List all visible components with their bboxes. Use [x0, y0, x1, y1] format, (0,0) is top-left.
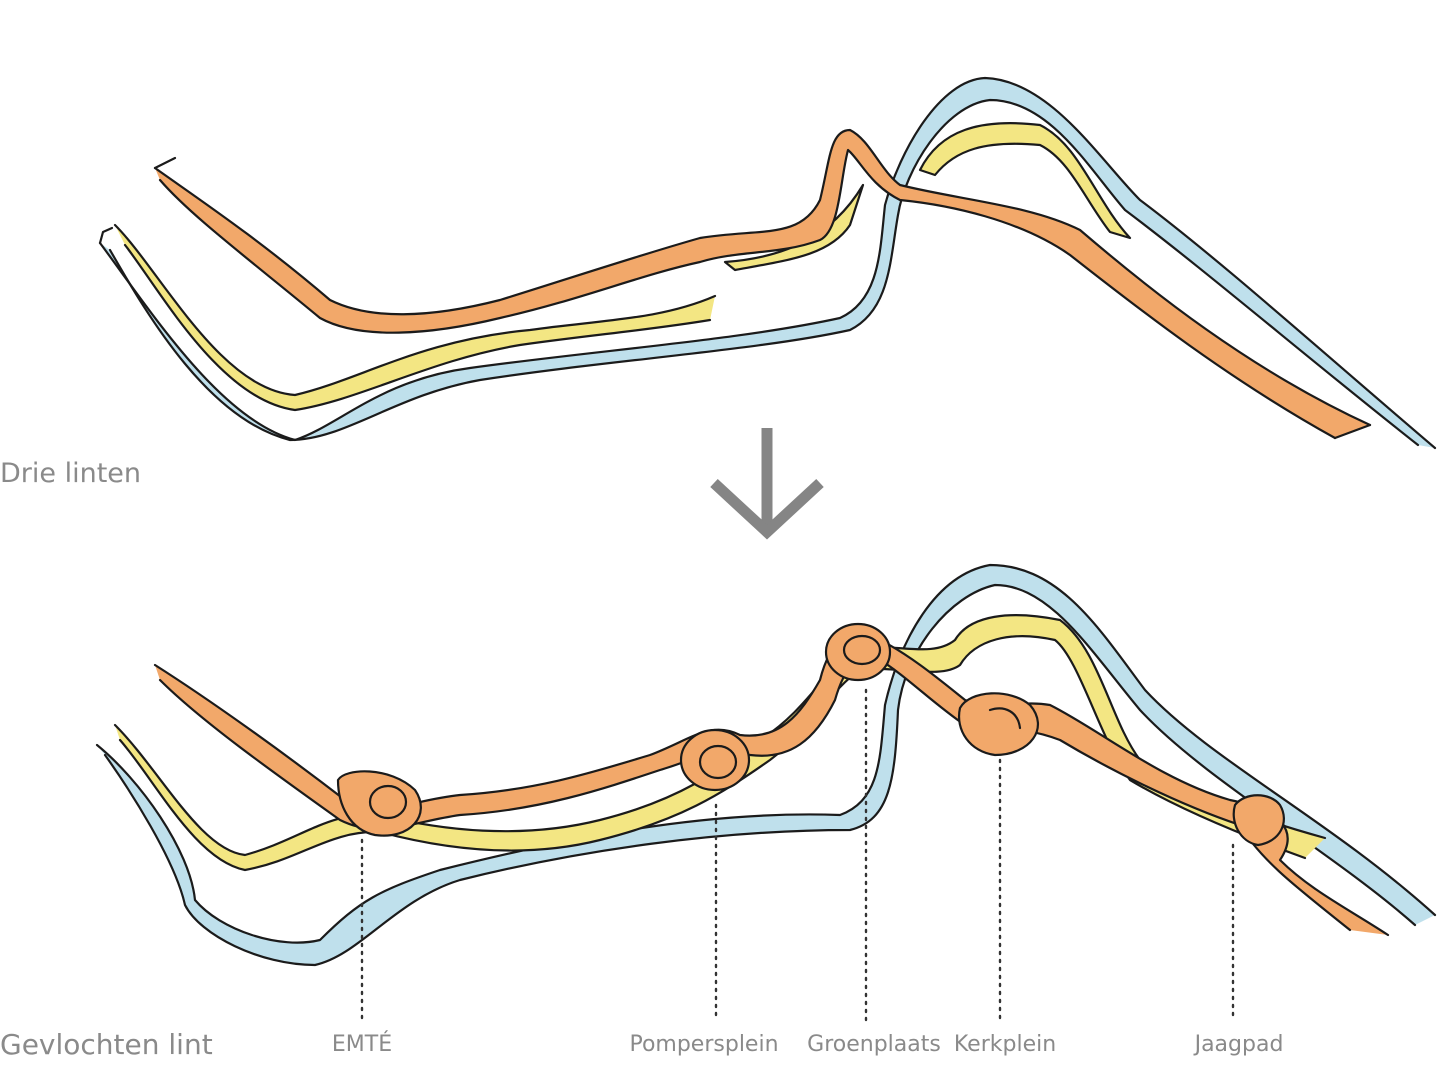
orange-ribbon-top-band	[155, 130, 1370, 438]
knot-kerkplein-outline	[957, 692, 1039, 757]
knot-pompersplein-body	[681, 730, 749, 790]
knot-jaagpad-body	[1233, 795, 1284, 845]
knot-kerkplein-fold	[988, 707, 1022, 730]
orange-ribbon-top-edge-1	[153, 128, 1372, 427]
down-arrow-icon	[710, 428, 824, 540]
yellow-ribbon-top-edge-2	[123, 243, 712, 412]
separate-ribbons	[98, 76, 1437, 450]
knot-emte-outline	[336, 770, 422, 837]
knot-pompersplein	[679, 728, 751, 792]
knot-pompersplein-outline	[679, 728, 751, 792]
knot-jaagpad-outline	[1232, 794, 1285, 847]
blue-ribbon-top-band	[100, 78, 1435, 448]
place-label-kerkplein: Kerkplein	[953, 1032, 1057, 1057]
place-label-pompersplein: Pompersplein	[629, 1032, 779, 1057]
blue-ribbon-top-tip	[98, 226, 114, 245]
caption-three-ribbons: Drie linten	[0, 458, 142, 489]
knot-kerkplein-body	[959, 693, 1038, 755]
knot-jaagpad	[1232, 794, 1285, 847]
yellow-ribbon-top-edge-3	[723, 183, 865, 272]
knot-emte	[336, 770, 422, 837]
yellow-ribbon-top-band-3	[920, 123, 1130, 238]
blue-ribbon-bottom	[95, 563, 1437, 967]
knot-groenplaats-outline	[824, 622, 892, 682]
knot-emte-body	[338, 771, 421, 836]
place-label-jaagpad: Jaagpad	[1194, 1032, 1284, 1057]
knot-groenplaats-hole	[842, 634, 882, 666]
blue-ribbon-bottom-edge-2	[103, 583, 1417, 967]
place-label-emte: EMTÉ	[331, 1032, 393, 1057]
blue-ribbon-top	[98, 76, 1437, 450]
knot-emte-hole	[368, 784, 408, 820]
braided-ribbon	[95, 563, 1437, 1022]
caption-braided-ribbon: Gevlochten lint	[0, 1028, 213, 1061]
orange-ribbon-top	[153, 128, 1372, 440]
orange-ribbon-top-edge-2	[158, 148, 1337, 440]
leader-lines	[360, 688, 1235, 1022]
knot-groenplaats	[824, 622, 892, 682]
knot-kerkplein	[957, 692, 1039, 757]
yellow-ribbon-top-edge-4	[918, 122, 1132, 240]
orange-ribbon-top-tips	[153, 156, 1372, 440]
knot-groenplaats-body	[826, 624, 890, 680]
yellow-ribbon-top	[113, 122, 1132, 412]
blue-ribbon-top-edge2	[108, 98, 1420, 447]
place-label-groenplaats: Groenplaats	[807, 1032, 941, 1057]
blue-ribbon-bottom-edge-1	[95, 563, 1437, 944]
yellow-ribbon-top-edge-1	[113, 223, 717, 397]
knot-pompersplein-hole	[698, 744, 738, 780]
yellow-ribbon-bottom-edge-1	[113, 614, 1327, 857]
